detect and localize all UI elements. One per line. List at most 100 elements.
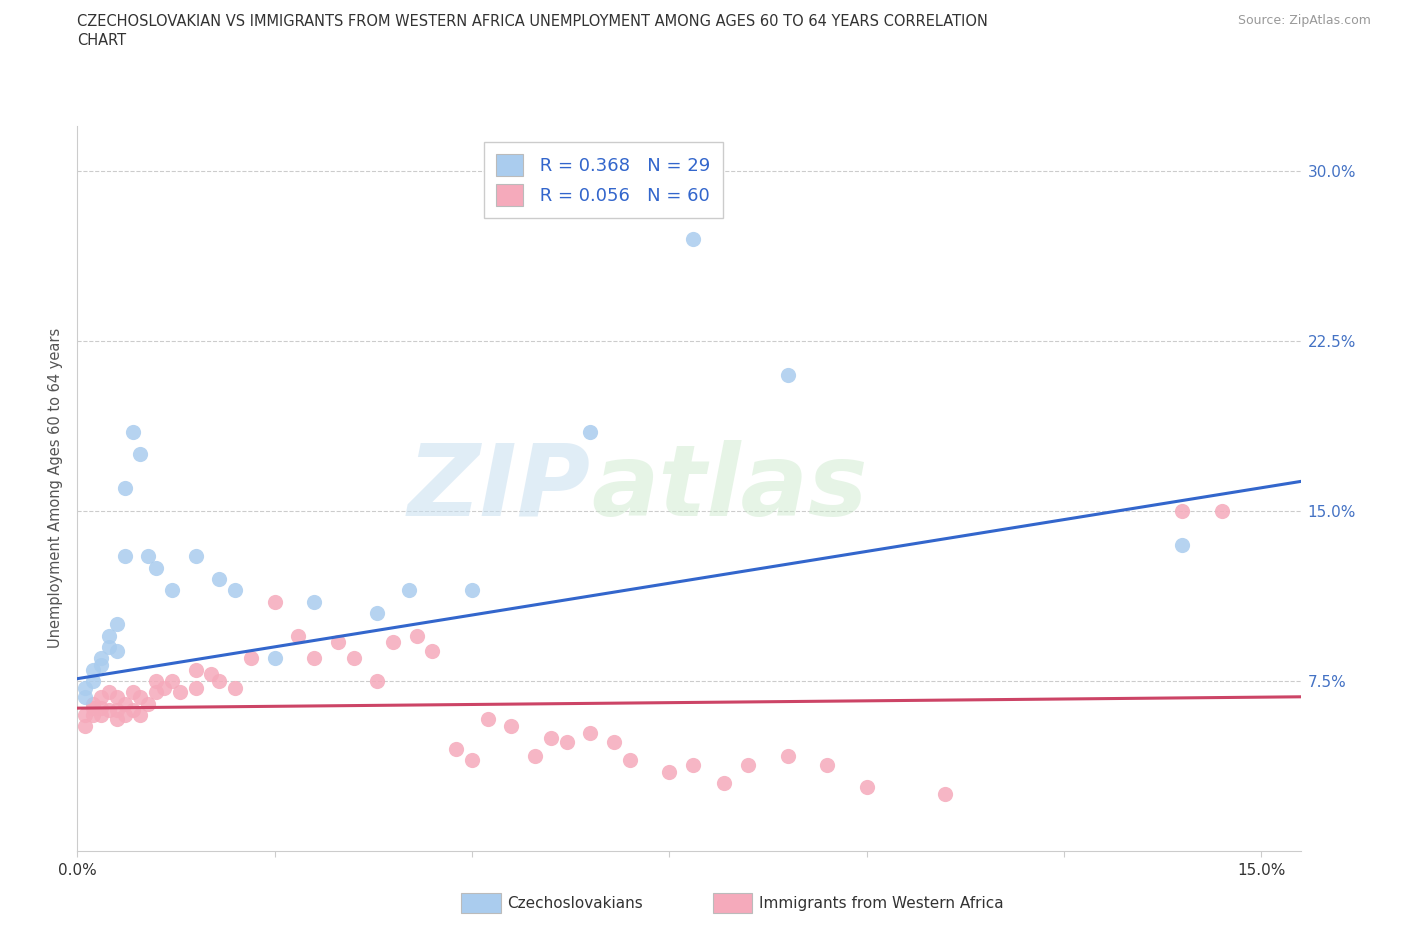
Text: Immigrants from Western Africa: Immigrants from Western Africa: [759, 897, 1004, 911]
Point: [405, 628, 427, 643]
FancyBboxPatch shape: [461, 893, 501, 913]
Point: [75, 708, 97, 723]
Point: [263, 594, 285, 609]
Point: [224, 681, 246, 696]
Point: [97, 703, 120, 718]
Point: [776, 367, 799, 382]
Point: [160, 583, 183, 598]
Point: [114, 697, 136, 711]
Point: [145, 673, 167, 688]
Point: [1211, 503, 1233, 518]
Point: [815, 757, 838, 772]
Point: [105, 712, 128, 727]
Point: [184, 662, 207, 677]
Point: [619, 753, 641, 768]
Point: [239, 651, 262, 666]
Point: [555, 735, 578, 750]
Point: [682, 757, 704, 772]
Point: [153, 681, 176, 696]
Point: [138, 697, 160, 711]
Legend:  R = 0.368   N = 29,  R = 0.056   N = 60: R = 0.368 N = 29, R = 0.056 N = 60: [484, 142, 723, 219]
Point: [82, 697, 104, 711]
Point: [105, 689, 128, 704]
Point: [200, 667, 222, 682]
Point: [855, 780, 877, 795]
Point: [366, 673, 388, 688]
Point: [145, 684, 167, 699]
Point: [224, 583, 246, 598]
Point: [105, 644, 128, 658]
Point: [75, 681, 97, 696]
Point: [90, 708, 112, 723]
Point: [121, 424, 143, 439]
Point: [97, 684, 120, 699]
Point: [326, 635, 349, 650]
Point: [737, 757, 759, 772]
Point: [302, 651, 325, 666]
Point: [105, 703, 128, 718]
Point: [97, 628, 120, 643]
Point: [169, 684, 191, 699]
Point: [129, 689, 152, 704]
Point: [579, 725, 602, 740]
Point: [1171, 538, 1194, 552]
Point: [382, 635, 405, 650]
Point: [129, 446, 152, 461]
Point: [114, 481, 136, 496]
FancyBboxPatch shape: [713, 893, 752, 913]
Point: [208, 673, 231, 688]
Point: [263, 651, 285, 666]
Point: [579, 424, 602, 439]
Point: [342, 651, 364, 666]
Text: Source: ZipAtlas.com: Source: ZipAtlas.com: [1237, 14, 1371, 27]
Point: [82, 673, 104, 688]
Text: atlas: atlas: [591, 440, 868, 537]
Point: [97, 640, 120, 655]
Point: [90, 689, 112, 704]
Point: [776, 749, 799, 764]
Point: [138, 549, 160, 564]
Point: [184, 681, 207, 696]
Point: [90, 658, 112, 672]
Text: ZIP: ZIP: [408, 440, 591, 537]
Y-axis label: Unemployment Among Ages 60 to 64 years: Unemployment Among Ages 60 to 64 years: [48, 328, 63, 648]
Point: [129, 708, 152, 723]
Point: [682, 232, 704, 246]
Point: [366, 605, 388, 620]
Point: [422, 644, 444, 658]
Point: [105, 617, 128, 631]
Point: [287, 628, 309, 643]
Text: CHART: CHART: [77, 33, 127, 47]
Point: [540, 730, 562, 745]
Point: [398, 583, 420, 598]
Point: [477, 712, 499, 727]
Point: [208, 571, 231, 587]
Point: [90, 651, 112, 666]
Point: [461, 583, 484, 598]
Point: [82, 700, 104, 715]
Point: [121, 703, 143, 718]
Point: [444, 741, 467, 756]
Point: [145, 560, 167, 575]
Point: [160, 673, 183, 688]
Point: [461, 753, 484, 768]
Point: [114, 708, 136, 723]
Point: [713, 776, 735, 790]
Point: [82, 708, 104, 723]
Point: [75, 689, 97, 704]
Point: [114, 549, 136, 564]
Point: [82, 662, 104, 677]
Point: [658, 764, 681, 779]
Point: [184, 549, 207, 564]
Text: CZECHOSLOVAKIAN VS IMMIGRANTS FROM WESTERN AFRICA UNEMPLOYMENT AMONG AGES 60 TO : CZECHOSLOVAKIAN VS IMMIGRANTS FROM WESTE…: [77, 14, 988, 29]
Point: [603, 735, 626, 750]
Point: [121, 684, 143, 699]
Point: [524, 749, 547, 764]
Point: [90, 700, 112, 715]
Point: [501, 719, 523, 734]
Point: [934, 787, 956, 802]
Point: [1171, 503, 1194, 518]
Point: [302, 594, 325, 609]
Text: Czechoslovakians: Czechoslovakians: [508, 897, 644, 911]
Point: [75, 719, 97, 734]
